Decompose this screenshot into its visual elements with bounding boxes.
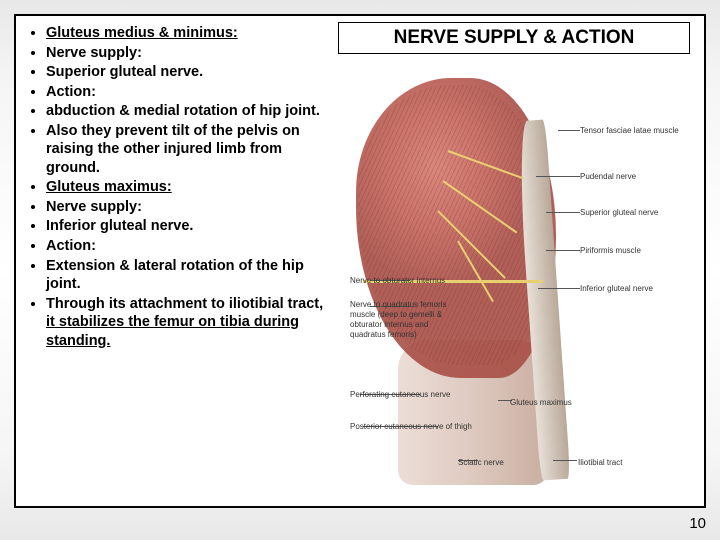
bullet-item: Also they prevent tilt of the pelvis on … [46,122,324,178]
header-title-box: NERVE SUPPLY & ACTION [338,22,690,54]
anatomy-label: Pudendal nerve [580,172,636,181]
anatomy-label: Posterior cutaneous nerve of thigh [350,422,472,431]
anatomy-label: Inferior gluteal nerve [580,284,653,293]
anatomy-label: Piriformis muscle [580,246,641,255]
bullet-list: Gluteus medius & minimus:Nerve supply: S… [34,24,324,350]
anatomy-label: Perforating cutaneous nerve [350,390,451,399]
bullet-item: Action: [46,237,324,256]
leader-line [553,460,577,461]
bullet-item: Nerve supply: [46,198,324,217]
right-column: NERVE SUPPLY & ACTION Pudendal nerve Tens… [334,16,704,506]
bullet-item: Through its attachment to iliotibial tra… [46,295,324,351]
bullet-item: Action: [46,83,324,102]
page-number: 10 [689,515,706,532]
bullet-item: Gluteus medius & minimus: [46,24,324,43]
bullet-item: Superior gluteal nerve. [46,63,324,82]
slide-frame: Gluteus medius & minimus:Nerve supply: S… [14,14,706,508]
leader-line [558,130,580,131]
anatomy-illustration: Pudendal nerve Tensor fasciae latae muscl… [338,60,696,488]
anatomy-label: Nerve to quadratus femoris [350,300,447,309]
leader-line [546,212,580,213]
bullet-column: Gluteus medius & minimus:Nerve supply: S… [16,16,334,506]
bullet-item: abduction & medial rotation of hip joint… [46,102,324,121]
anatomy-label: Superior gluteal nerve [580,208,658,217]
anatomy-label: Nerve to obturator internus [350,276,445,285]
anatomy-label: Sciatic nerve [458,458,504,467]
bullet-item: Nerve supply: [46,44,324,63]
leader-line [536,176,580,177]
anatomy-label: obturator internus and [350,320,428,329]
leader-line [538,288,580,289]
anatomy-label: muscle (deep to gemelli & [350,310,442,319]
anatomy-label: Gluteus maximus [510,398,572,407]
bullet-item: Inferior gluteal nerve. [46,217,324,236]
bullet-item: Gluteus maximus: [46,178,324,197]
bullet-item: Extension & lateral rotation of the hip … [46,257,324,294]
anatomy-label: Iliotibial tract [578,458,622,467]
leader-line [546,250,580,251]
anatomy-label: Tensor fasciae latae muscle [580,126,679,135]
anatomy-label: quadratus femoris) [350,330,417,339]
